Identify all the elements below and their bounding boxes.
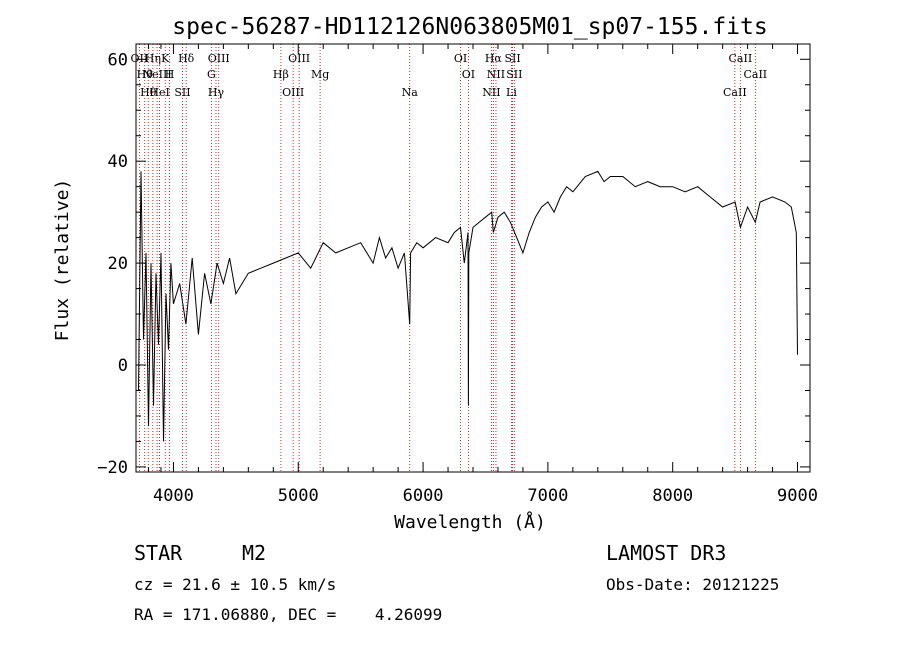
line-marker-label: H <box>165 68 175 81</box>
line-marker-label: Hθ <box>137 68 154 81</box>
line-marker-label: OIII <box>208 52 230 65</box>
line-marker-label: Hη <box>145 52 161 65</box>
line-marker-label: NeIII <box>143 68 172 81</box>
line-marker-label: OIII <box>288 52 310 65</box>
line-marker-label: Hβ <box>273 68 289 81</box>
x-tick-label: 5000 <box>278 486 319 506</box>
y-tick-label: −20 <box>97 458 128 478</box>
class-label: STAR <box>134 541 183 565</box>
spectral-line-markers <box>138 44 756 472</box>
y-tick-label: 40 <box>108 152 128 172</box>
y-axis-label: Flux (relative) <box>52 179 73 342</box>
spectrum-line <box>138 170 798 442</box>
x-tick-label: 6000 <box>403 486 444 506</box>
x-tick-label: 9000 <box>777 486 818 506</box>
line-marker-label: OIII <box>282 86 304 99</box>
line-marker-label: CaII <box>743 68 767 81</box>
x-tick-label: 4000 <box>153 486 194 506</box>
line-marker-label: SII <box>174 86 190 99</box>
line-marker-label: OI <box>462 68 475 81</box>
line-marker-label: HeI <box>149 86 169 99</box>
line-marker-label: CaII <box>729 52 753 65</box>
coordinates-text: RA = 171.06880, DEC = 4.26099 <box>134 605 442 624</box>
line-marker-label: NII <box>487 68 505 81</box>
y-tick-label: 60 <box>108 50 128 70</box>
line-marker-label: SII <box>504 52 520 65</box>
spectral-line-labels: OII Hθ Hθ Hη NeIII HeI KH SII Hδ G Hγ OIII Hβ OIII OII… <box>131 52 768 99</box>
x-axis-ticks: 4000 5000 6000 7000 8000 9000 <box>147 44 818 506</box>
y-tick-label: 20 <box>108 254 128 274</box>
line-marker-label: Hθ <box>140 86 157 99</box>
x-tick-label: 8000 <box>652 486 693 506</box>
line-marker-label: Hδ <box>178 52 195 65</box>
line-marker-label: Mg <box>311 68 329 81</box>
plot-frame <box>135 43 811 473</box>
line-marker-label: SII <box>506 68 522 81</box>
subclass-label: M2 <box>242 541 266 565</box>
x-axis-label: Wavelength (Å) <box>394 511 546 533</box>
line-marker-label: G <box>207 68 216 81</box>
line-marker-label: Na <box>402 86 419 99</box>
x-tick-label: 7000 <box>527 486 568 506</box>
line-marker-label: K <box>161 52 170 65</box>
line-marker-label: Hα <box>485 52 503 65</box>
line-marker-label: OI <box>454 52 467 65</box>
obs-date-text: Obs-Date: 20121225 <box>606 575 779 594</box>
survey-label: LAMOST DR3 <box>606 541 726 565</box>
line-marker-label: NII <box>482 86 500 99</box>
chart-title: spec-56287-HD112126N063805M01_sp07-155.f… <box>172 14 767 40</box>
line-marker-label: Hγ <box>208 86 225 99</box>
line-marker-label: OII <box>131 52 149 65</box>
line-marker-label: Li <box>506 86 517 99</box>
y-tick-label: 0 <box>118 356 128 376</box>
line-marker-label: CaII <box>723 86 747 99</box>
redshift-text: cz = 21.6 ± 10.5 km/s <box>134 575 336 594</box>
y-axis-ticks: −20 0 20 40 60 <box>97 50 810 478</box>
